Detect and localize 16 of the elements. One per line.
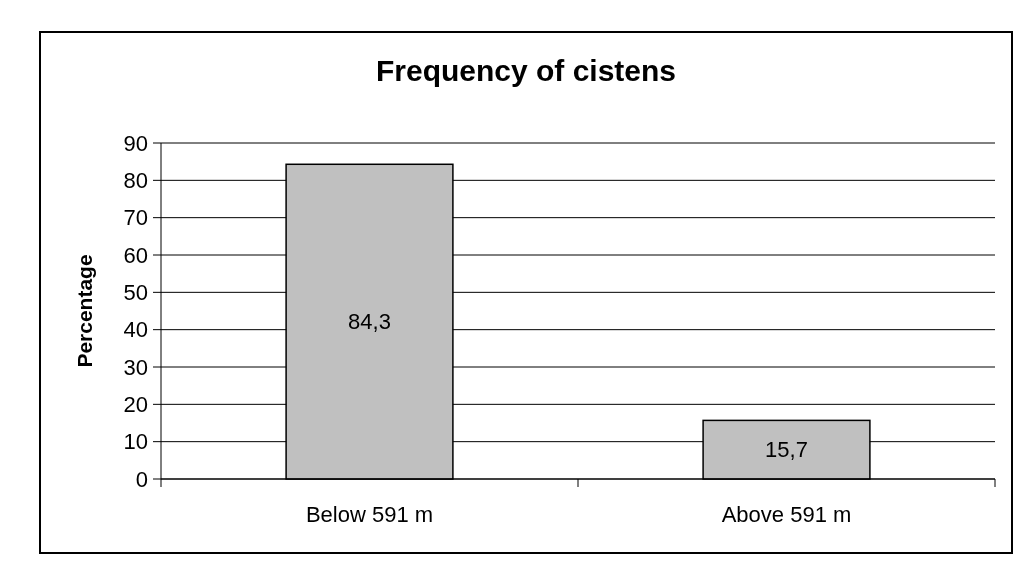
data-label: 84,3 xyxy=(348,309,391,335)
y-tick-label: 60 xyxy=(123,242,148,268)
y-tick-label: 50 xyxy=(123,279,148,305)
y-tick-label: 30 xyxy=(123,354,148,380)
y-tick-label: 0 xyxy=(135,466,148,492)
y-axis-title: Percentage xyxy=(73,254,96,368)
y-tick-label: 70 xyxy=(123,205,148,231)
y-tick-label: 40 xyxy=(123,317,148,343)
y-tick-label: 90 xyxy=(123,130,148,156)
data-label: 15,7 xyxy=(765,437,808,463)
y-tick-label: 80 xyxy=(123,167,148,193)
y-tick-label: 20 xyxy=(123,391,148,417)
x-tick-label: Above 591 m xyxy=(721,501,852,527)
chart-title: Frequency of cistens xyxy=(375,54,677,87)
y-tick-label: 10 xyxy=(123,429,148,455)
x-tick-label: Below 591 m xyxy=(305,501,434,527)
